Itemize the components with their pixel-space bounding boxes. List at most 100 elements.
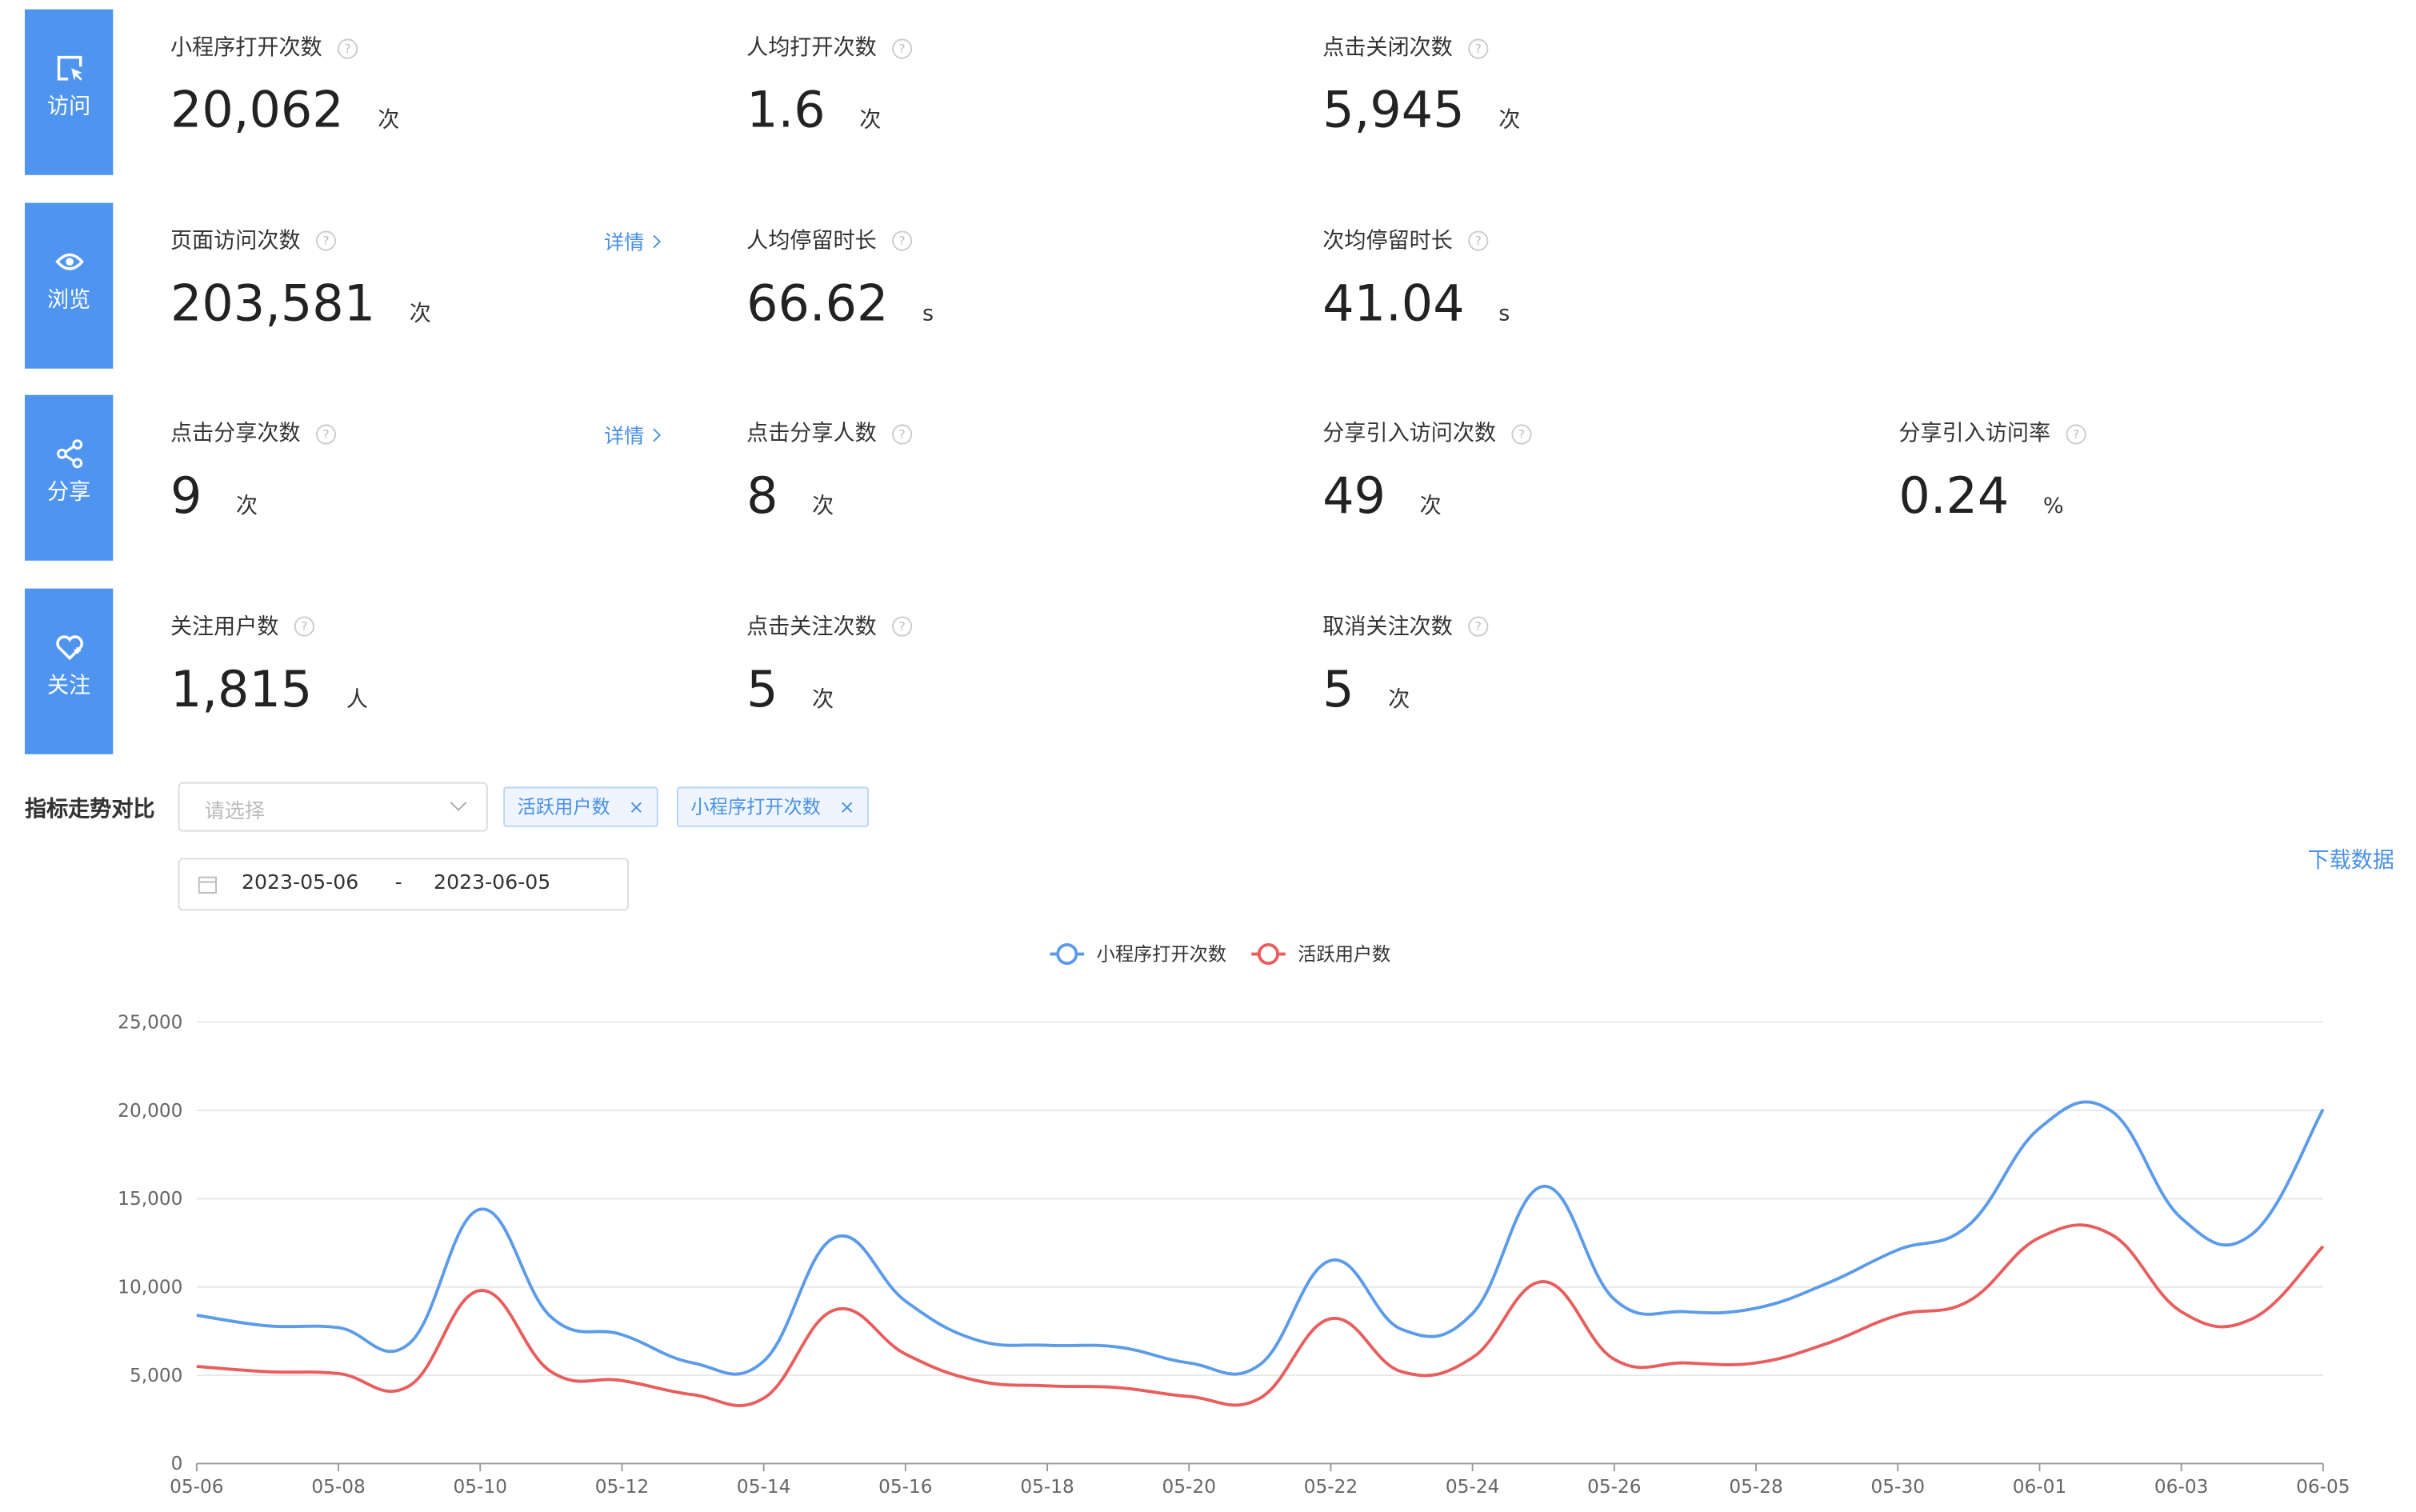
metric-value: 66.62 s [746,274,934,333]
icon [55,634,82,660]
x-tick-label: 05-08 [311,1476,365,1498]
chevron [450,802,467,811]
metric-label: 点击关注次数? [746,610,913,641]
series-line [196,1223,2325,1407]
tag-label: 活跃用户数 [517,796,610,818]
label-text: 人均停留时长 [746,228,877,254]
detail-link[interactable]: 详情 [604,419,663,449]
icon [56,439,82,469]
value-text: 203,581 [170,273,376,333]
metric-label: 分享引入访问次数? [1322,417,1532,448]
metric-value: 203,581 次 [170,274,431,333]
metric-label: 人均停留时长? [746,224,913,255]
label-text: 人均打开次数 [746,35,877,61]
x-tick-label: 05-26 [1587,1476,1641,1498]
section-icon[interactable]: 关注 [24,588,114,754]
unit-text: 次 [812,494,834,519]
value-text: 0.24 [1898,466,2010,526]
section-label: 分享 [47,480,91,506]
metric-value: 41.04 s [1322,274,1510,333]
section-icon[interactable]: 浏览 [24,202,114,368]
unit-text: 次 [1419,494,1442,519]
x-tick-label: 05-10 [454,1476,507,1498]
tag[interactable]: 小程序打开次数 × [676,786,869,827]
metric-label: 次均停留时长? [1322,224,1489,255]
x-tick-label: 05-28 [1729,1476,1782,1498]
legend-marker [1056,942,1078,966]
unit-text: 次 [1388,687,1410,713]
x-tick-label: 05-20 [1162,1476,1216,1498]
metric-value: 5,945 次 [1322,81,1520,140]
x-tick-label: 05-24 [1446,1476,1499,1498]
unit-text: % [2042,494,2064,519]
help-icon: ? [1468,230,1489,251]
label-text: 关注用户数 [170,614,279,640]
help-icon: ? [892,230,913,251]
label-text: 取消关注次数 [1322,614,1453,640]
unit-text: s [922,301,934,326]
x-tick-label: 05-16 [878,1476,932,1498]
tag-label: 小程序打开次数 [690,796,822,818]
unit-text: 次 [378,108,400,134]
trend-title: 指标走势对比 [24,797,155,822]
unit-text: 人 [346,687,368,713]
metric-value: 1.6 次 [746,81,881,140]
placeholder: 请选择 [204,800,266,824]
download[interactable]: 下载数据 [2307,848,2394,874]
value-text: 8 [746,466,778,526]
metric-label: 点击关闭次数? [1322,31,1489,62]
value-text: 5 [1322,659,1354,718]
section-icon[interactable]: 分享 [24,395,114,562]
x-tick-label: 06-05 [2296,1476,2350,1498]
section-icon[interactable]: 访问 [24,9,114,175]
y-tick-label: 0 [171,1453,183,1474]
value-text: 1,815 [170,659,313,718]
metric-value: 1,815 人 [170,659,368,718]
value-text: 20,062 [170,80,344,140]
detail-text: 详情 [604,425,645,449]
arrow [653,427,662,442]
detail-link[interactable]: 详情 [604,226,663,255]
help-icon: ? [2066,423,2086,444]
value-text: 5,945 [1322,80,1465,140]
tag[interactable]: 活跃用户数 × [503,786,658,827]
date-end: 2023-06-05 [434,871,551,895]
help-icon: ? [892,617,913,638]
icon [56,55,82,81]
section-label: 浏览 [47,287,91,313]
help-icon: ? [892,423,913,444]
x-tick-label: 06-03 [2154,1476,2208,1498]
label-text: 点击关闭次数 [1322,35,1453,61]
series-line [196,1100,2325,1376]
icon [54,252,83,270]
calendar-icon [198,876,218,894]
unit-text: s [1498,301,1510,326]
label-text: 页面访问次数 [170,228,301,254]
select[interactable]: 请选择 [178,782,488,832]
label-text: 小程序打开次数 [170,35,322,61]
section-label: 访问 [47,94,91,120]
value-text: 1.6 [746,80,826,140]
x-tick-label: 05-22 [1304,1476,1358,1498]
metric-value: 0.24% [1898,466,2063,526]
y-tick-label: 5,000 [130,1365,182,1386]
x-tick-label: 06-01 [2013,1476,2066,1498]
metric-label: 分享引入访问率? [1898,417,2086,448]
metric-value: 49 次 [1322,466,1442,526]
label-text: 分享引入访问次数 [1322,421,1497,446]
x-tick-label: 05-14 [737,1476,790,1498]
arrow [653,234,662,249]
x-tick-label: 05-18 [1020,1476,1074,1498]
legend-label: 活跃用户数 [1298,943,1390,965]
y-tick-label: 25,000 [118,1011,182,1033]
help-icon: ? [892,38,913,58]
y-tick-label: 10,000 [118,1276,182,1298]
label-text: 分享引入访问率 [1898,421,2051,446]
date-range[interactable]: 2023-05-06 - 2023-06-05 [178,858,629,911]
